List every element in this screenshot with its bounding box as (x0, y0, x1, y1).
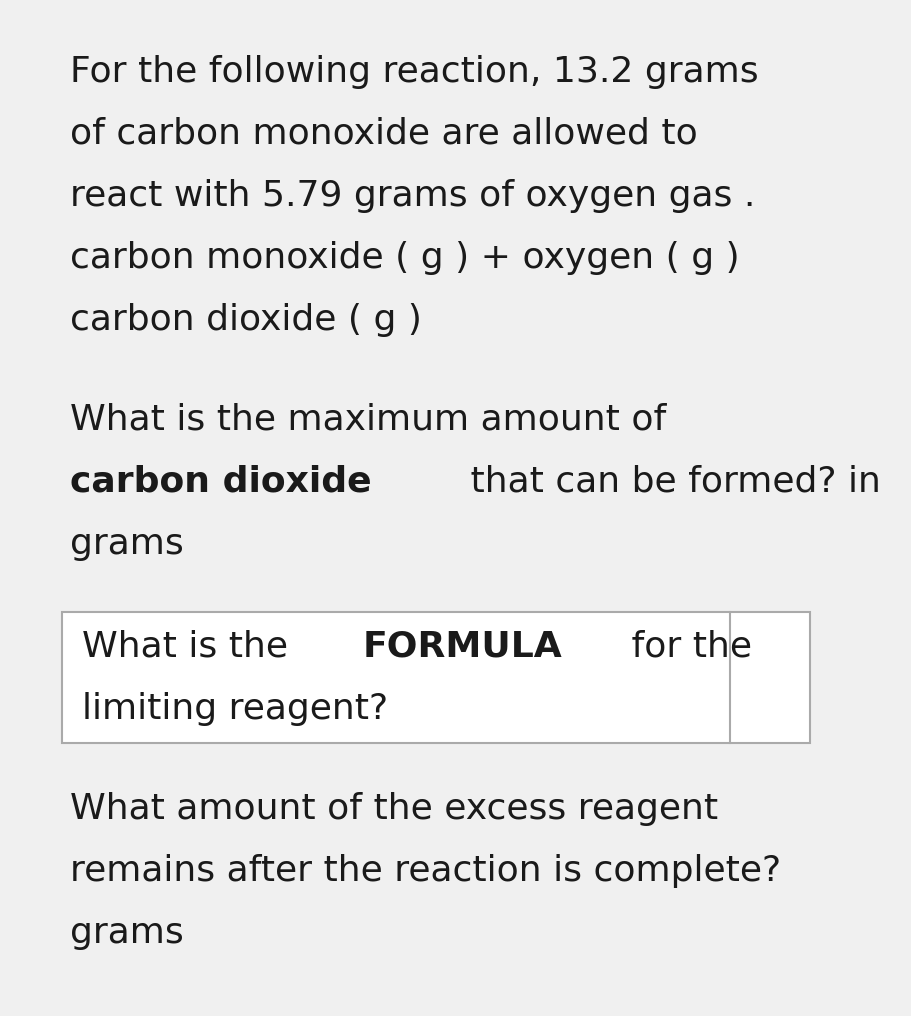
FancyBboxPatch shape (62, 612, 809, 743)
Text: For the following reaction, 13.2 grams: For the following reaction, 13.2 grams (70, 55, 758, 89)
Text: grams: grams (70, 916, 183, 950)
Text: carbon dioxide: carbon dioxide (70, 465, 371, 499)
Text: that can be formed? in: that can be formed? in (459, 465, 880, 499)
Text: What is the: What is the (82, 630, 299, 663)
Text: for the: for the (619, 630, 752, 663)
Text: of carbon monoxide are allowed to: of carbon monoxide are allowed to (70, 117, 697, 151)
Text: carbon dioxide ( g ): carbon dioxide ( g ) (70, 303, 422, 337)
Text: grams: grams (70, 527, 183, 561)
Text: FORMULA: FORMULA (363, 630, 562, 663)
Text: What amount of the excess reagent: What amount of the excess reagent (70, 792, 717, 826)
Text: remains after the reaction is complete?: remains after the reaction is complete? (70, 854, 780, 888)
Text: carbon monoxide ( g ) + oxygen ( g ): carbon monoxide ( g ) + oxygen ( g ) (70, 241, 739, 275)
Text: limiting reagent?: limiting reagent? (82, 692, 388, 725)
Text: What is the maximum amount of: What is the maximum amount of (70, 403, 666, 437)
Text: react with 5.79 grams of oxygen gas .: react with 5.79 grams of oxygen gas . (70, 179, 754, 213)
